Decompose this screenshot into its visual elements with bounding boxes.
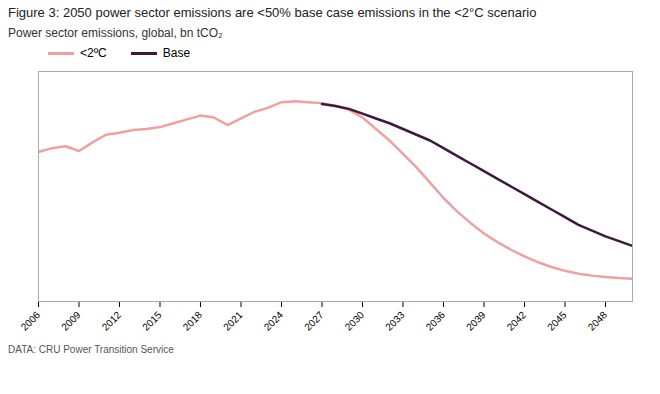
svg-text:2015: 2015 (140, 309, 164, 333)
html-text:Figure 3: 2050 power sector em: Figure 3: 2050 power sector emissions ar… (8, 5, 537, 20)
svg-text:2036: 2036 (424, 309, 448, 333)
svg-text:2030: 2030 (343, 309, 367, 333)
svg-text:2033: 2033 (383, 309, 407, 333)
html-text:Power sector emissions, global: Power sector emissions, global, bn tCO₂ (8, 26, 223, 40)
svg-text:2048: 2048 (586, 309, 610, 333)
html-text:DATA: CRU Power Transition Ser: DATA: CRU Power Transition Service (8, 344, 174, 355)
svg-text:2027: 2027 (302, 309, 326, 333)
svg-text:2012: 2012 (100, 309, 124, 333)
svg-text:2045: 2045 (545, 309, 569, 333)
svg-text:2042: 2042 (505, 309, 529, 333)
svg-text:2009: 2009 (59, 309, 83, 333)
svg-text:2039: 2039 (464, 309, 488, 333)
html-text:Base: Base (162, 46, 191, 60)
svg-text:2021: 2021 (221, 309, 245, 333)
svg-text:2018: 2018 (181, 309, 205, 333)
html-text:<2ºC: <2ºC (80, 46, 107, 60)
svg-text:2006: 2006 (19, 309, 43, 333)
svg-text:2024: 2024 (262, 309, 286, 333)
